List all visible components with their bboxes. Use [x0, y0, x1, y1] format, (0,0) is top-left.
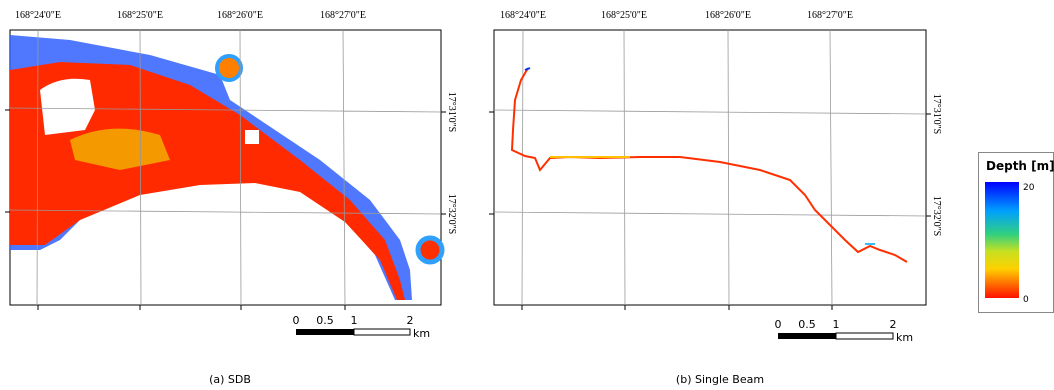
scale-tick: 2: [890, 318, 897, 331]
latitude-label: 17°32'0"S: [931, 196, 942, 236]
scale-tick: 1: [351, 314, 358, 327]
single-beam-map: [489, 30, 931, 310]
longitude-label: 168°26'0"E: [705, 10, 751, 21]
scale-unit: km: [896, 331, 913, 344]
caption: (b) Single Beam: [676, 373, 764, 386]
legend-max: 20: [1023, 183, 1035, 193]
legend-title: Depth [m]: [986, 159, 1054, 173]
longitude-label: 168°24'0"E: [15, 10, 61, 21]
scale-bar: 0 0.5 1 2 km: [293, 314, 431, 340]
legend: Depth [m] 20 0: [979, 153, 1054, 313]
scale-unit: km: [413, 327, 430, 340]
latitude-label: 17°31'0"S: [446, 92, 457, 132]
figure: 168°24'0"E 168°25'0"E 168°26'0"E 168°27'…: [0, 0, 1054, 390]
sdb-map: [5, 30, 446, 310]
caption: (a) SDB: [209, 373, 251, 386]
scale-tick: 0.5: [316, 314, 334, 327]
scale-tick: 0.5: [798, 318, 816, 331]
scale-tick: 2: [407, 314, 414, 327]
scale-tick: 0: [775, 318, 782, 331]
scale-bar: 0 0.5 1 2 km: [775, 318, 914, 344]
longitude-label: 168°25'0"E: [117, 10, 163, 21]
latitude-label: 17°31'0"S: [931, 94, 942, 134]
longitude-label: 168°26'0"E: [217, 10, 263, 21]
latitude-label: 17°32'0"S: [446, 194, 457, 234]
legend-min: 0: [1023, 295, 1029, 305]
scale-tick: 0: [293, 314, 300, 327]
longitude-label: 168°24'0"E: [500, 10, 546, 21]
longitude-label: 168°25'0"E: [601, 10, 647, 21]
longitude-label: 168°27'0"E: [320, 10, 366, 21]
scale-tick: 1: [833, 318, 840, 331]
longitude-label: 168°27'0"E: [807, 10, 853, 21]
